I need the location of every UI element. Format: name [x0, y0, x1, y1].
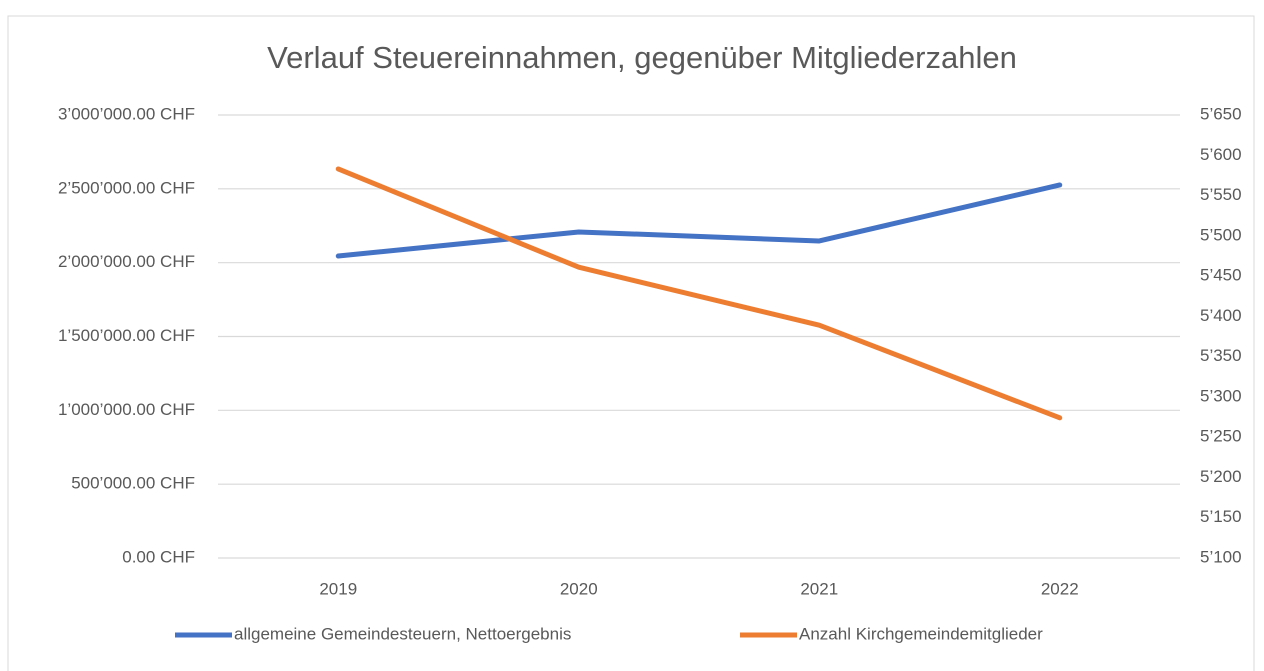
legend-label: Anzahl Kirchgemeindemitglieder [799, 624, 1043, 643]
y2-tick-label: 5’550 [1200, 185, 1242, 204]
chart-title: Verlauf Steuereinnahmen, gegenüber Mitgl… [267, 40, 1017, 75]
y-tick-label: 1’500’000.00 CHF [58, 326, 195, 345]
x-tick-label: 2020 [560, 579, 598, 598]
y2-tick-label: 5’400 [1200, 306, 1242, 325]
y2-tick-label: 5’200 [1200, 467, 1242, 486]
y2-tick-label: 5’250 [1200, 427, 1242, 446]
y-tick-label: 2’500’000.00 CHF [58, 178, 195, 197]
series-line [335, 182, 1063, 259]
y2-tick-label: 5’150 [1200, 507, 1242, 526]
chart-frame [7, 15, 1255, 671]
y-tick-label: 2’000’000.00 CHF [58, 252, 195, 271]
y-tick-label: 0.00 CHF [122, 547, 195, 566]
x-tick-label: 2022 [1041, 579, 1079, 598]
y2-tick-label: 5’100 [1200, 547, 1242, 566]
y2-tick-label: 5’350 [1200, 346, 1242, 365]
legend-label: allgemeine Gemeindesteuern, Nettoergebni… [234, 624, 571, 643]
x-tick-label: 2019 [319, 579, 357, 598]
y2-tick-label: 5’300 [1200, 386, 1242, 405]
y2-tick-label: 5’600 [1200, 145, 1242, 164]
x-tick-label: 2021 [800, 579, 838, 598]
y2-tick-label: 5’650 [1200, 104, 1242, 123]
y2-tick-label: 5’450 [1200, 266, 1242, 285]
y-tick-label: 3’000’000.00 CHF [58, 104, 195, 123]
series-line [335, 166, 1063, 421]
y2-tick-label: 5’500 [1200, 225, 1242, 244]
y-tick-label: 1’000’000.00 CHF [58, 400, 195, 419]
y-tick-label: 500’000.00 CHF [71, 474, 195, 493]
